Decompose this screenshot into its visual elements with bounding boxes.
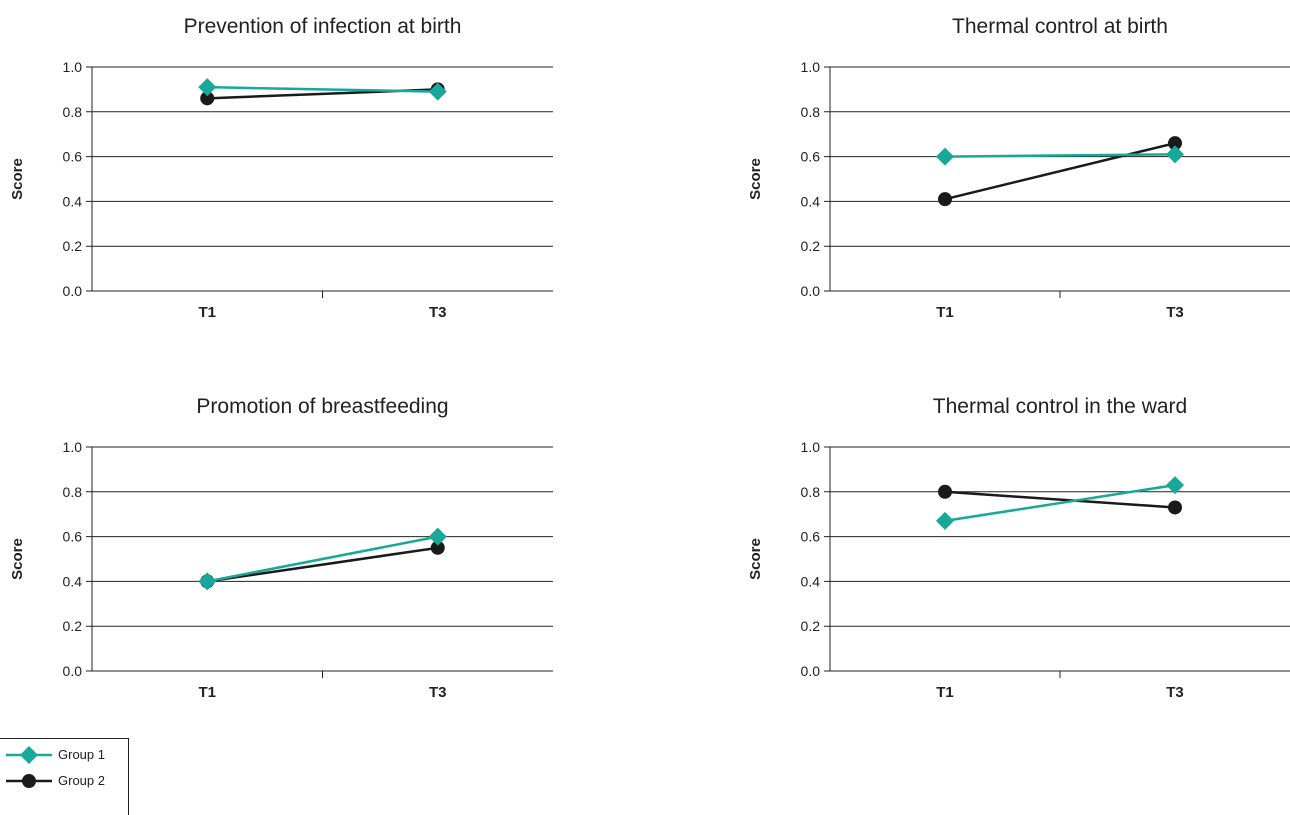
circle-marker-icon <box>6 774 52 788</box>
chart-panel-2: Thermal control at birth Score 0.0 0.2 0.4 0.… <box>747 15 1290 321</box>
y-tick-label: 1.0 <box>801 59 821 75</box>
y-axis-label: Score <box>747 538 764 580</box>
series-line-group-1 <box>207 85 438 93</box>
y-tick-label: 0.4 <box>801 573 821 589</box>
y-tick-label: 0.2 <box>63 618 83 634</box>
chart-panel-1: Prevention of infection at birth Score 0.0… <box>9 15 553 321</box>
y-tick-label: 1.0 <box>63 59 83 75</box>
y-tick-label: 0.4 <box>63 193 83 209</box>
y-tick-label: 0.0 <box>63 663 83 679</box>
series-line-group-2 <box>944 141 1176 201</box>
y-axis-label: Score <box>747 158 764 200</box>
y-tick-label: 0.6 <box>801 149 821 165</box>
data-point-group-1 <box>1166 145 1184 164</box>
x-tick-label: T3 <box>429 304 447 321</box>
legend-item-group-1: Group 1 <box>6 743 126 767</box>
x-tick-label: T1 <box>936 304 954 321</box>
y-tick-label: 0.4 <box>801 193 821 209</box>
y-tick-label: 0.2 <box>63 238 83 254</box>
x-tick-label: T3 <box>1166 304 1184 321</box>
x-tick-label: T1 <box>198 304 216 321</box>
y-tick-label: 1.0 <box>801 439 821 455</box>
y-tick-label: 0.8 <box>63 484 83 500</box>
chart-legend: Group 1 Group 2 <box>0 738 129 815</box>
series-line-group-2 <box>944 490 1176 509</box>
x-tick-label: T3 <box>1166 684 1184 701</box>
y-tick-label: 0.2 <box>801 618 821 634</box>
data-point-group-2 <box>938 484 952 499</box>
data-point-group-1 <box>1166 476 1184 495</box>
data-point-group-1 <box>198 572 217 591</box>
chart-title: Thermal control at birth <box>952 15 1168 38</box>
diamond-marker-icon <box>6 746 52 764</box>
data-point-group-1 <box>936 511 954 530</box>
chart-title: Promotion of breastfeeding <box>196 395 448 418</box>
data-point-group-1 <box>428 82 447 101</box>
data-point-group-2 <box>430 540 445 555</box>
series-line-group-1 <box>944 153 1176 158</box>
legend-item-group-2: Group 2 <box>6 769 126 793</box>
chart-title: Thermal control in the ward <box>933 395 1187 418</box>
y-tick-label: 0.6 <box>63 149 83 165</box>
data-point-group-1 <box>936 147 954 166</box>
series-line-group-2 <box>207 546 438 583</box>
chart-panel-4: Thermal control in the ward Score 0.0 0.2 0.… <box>747 395 1290 701</box>
data-point-group-2 <box>1168 500 1182 515</box>
y-tick-label: 0.8 <box>801 484 821 500</box>
y-tick-label: 0.0 <box>801 663 821 679</box>
data-point-group-2 <box>938 192 952 207</box>
y-axis-label: Score <box>9 158 26 200</box>
x-tick-label: T1 <box>936 684 954 701</box>
y-tick-label: 0.2 <box>801 238 821 254</box>
series-line-group-1 <box>944 483 1176 523</box>
y-tick-label: 0.8 <box>63 104 83 120</box>
x-tick-label: T3 <box>429 684 447 701</box>
legend-label-group-2: Group 2 <box>58 773 105 788</box>
y-tick-label: 0.6 <box>63 529 83 545</box>
data-point-group-2 <box>1168 136 1182 151</box>
y-tick-label: 0.8 <box>801 104 821 120</box>
y-tick-label: 0.6 <box>801 529 821 545</box>
x-tick-label: T1 <box>198 684 216 701</box>
y-tick-label: 0.0 <box>63 283 83 299</box>
y-tick-label: 0.0 <box>801 283 821 299</box>
chart-title: Prevention of infection at birth <box>184 15 462 38</box>
chart-panel-3: Promotion of breastfeeding Score 0.0 0.2 0.4… <box>9 395 553 701</box>
series-line-group-1 <box>207 535 438 583</box>
legend-label-group-1: Group 1 <box>58 747 105 762</box>
data-point-group-2 <box>200 91 215 106</box>
data-point-group-1 <box>198 78 217 97</box>
y-tick-label: 1.0 <box>63 439 83 455</box>
y-tick-label: 0.4 <box>63 573 83 589</box>
data-point-group-1 <box>428 527 447 546</box>
y-axis-label: Score <box>9 538 26 580</box>
